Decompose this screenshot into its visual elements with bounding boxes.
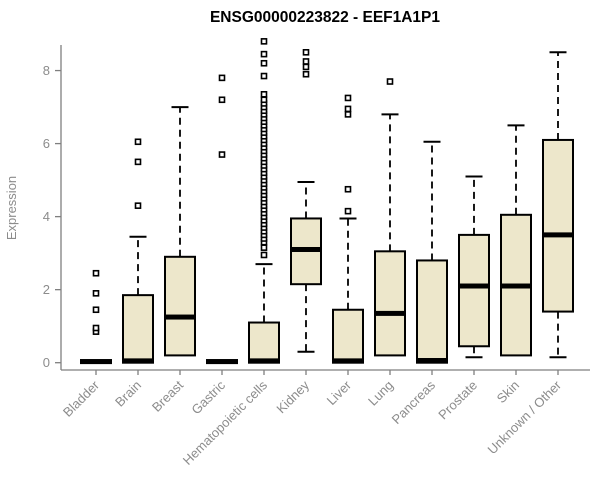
median-line bbox=[458, 283, 490, 289]
x-category-label: Breast bbox=[149, 377, 186, 414]
median-line bbox=[500, 283, 532, 289]
outlier-point bbox=[302, 70, 310, 78]
iqr-box bbox=[416, 259, 448, 364]
iqr-box bbox=[458, 233, 490, 348]
outlier-point bbox=[218, 151, 226, 158]
x-category-label: Kidney bbox=[273, 377, 312, 416]
box-gastric bbox=[206, 74, 238, 365]
median-line bbox=[416, 358, 448, 364]
box-pancreas bbox=[416, 140, 448, 364]
box-skin bbox=[500, 124, 532, 357]
outlier-point bbox=[344, 185, 352, 193]
outlier-point bbox=[344, 94, 352, 102]
x-category-label: Prostate bbox=[435, 378, 480, 423]
iqr-box bbox=[248, 321, 280, 364]
median-line bbox=[374, 310, 406, 316]
outlier-point bbox=[134, 158, 142, 166]
y-tick-label: 8 bbox=[43, 63, 50, 78]
outlier-point bbox=[260, 251, 268, 259]
median-line bbox=[206, 359, 238, 365]
y-tick-label: 6 bbox=[43, 136, 50, 151]
chart-title: ENSG00000223822 - EEF1A1P1 bbox=[210, 9, 440, 26]
box-kidney bbox=[290, 49, 322, 353]
outlier-point bbox=[218, 74, 226, 82]
median-line bbox=[164, 314, 196, 320]
y-tick-label: 2 bbox=[43, 282, 50, 297]
box-brain bbox=[122, 138, 154, 364]
iqr-box bbox=[164, 255, 196, 357]
box-liver bbox=[332, 94, 364, 364]
outlier-point bbox=[260, 50, 268, 58]
x-category-label: Gastric bbox=[188, 377, 228, 417]
median-line bbox=[248, 358, 280, 364]
median-line bbox=[80, 359, 112, 365]
outlier-point bbox=[134, 202, 142, 209]
outlier-point bbox=[92, 290, 100, 297]
x-category-label: Bladder bbox=[60, 377, 103, 420]
median-line bbox=[332, 358, 364, 364]
box-prostate bbox=[458, 175, 490, 359]
outlier-point bbox=[134, 138, 142, 146]
outlier-point bbox=[218, 96, 226, 104]
y-axis-label: Expression bbox=[4, 176, 19, 240]
y-tick-label: 0 bbox=[43, 355, 50, 370]
outlier-point bbox=[260, 96, 268, 104]
outlier-point bbox=[260, 72, 268, 80]
x-category-label: Skin bbox=[494, 378, 522, 406]
outlier-point bbox=[302, 49, 310, 56]
box-unknown-other bbox=[542, 51, 574, 359]
iqr-box bbox=[374, 250, 406, 357]
median-line bbox=[542, 232, 574, 238]
outlier-point bbox=[344, 105, 352, 113]
outlier-point bbox=[302, 63, 310, 71]
outlier-point bbox=[260, 244, 268, 251]
outlier-point bbox=[260, 59, 268, 67]
x-category-label: Lung bbox=[365, 378, 396, 409]
x-category-label: Unknown / Other bbox=[485, 377, 565, 457]
x-category-label: Brain bbox=[112, 378, 144, 410]
box-breast bbox=[164, 106, 196, 357]
outlier-point bbox=[344, 207, 352, 215]
iqr-box bbox=[332, 308, 364, 364]
y-tick-label: 4 bbox=[43, 209, 50, 224]
median-line bbox=[290, 246, 322, 252]
median-line bbox=[122, 358, 154, 364]
box-bladder bbox=[80, 269, 112, 365]
outlier-point bbox=[260, 90, 268, 98]
outlier-point bbox=[260, 38, 268, 45]
outlier-point bbox=[92, 324, 100, 332]
iqr-box bbox=[122, 294, 154, 364]
outlier-point bbox=[92, 269, 100, 277]
outlier-point bbox=[302, 58, 310, 65]
box-lung bbox=[374, 78, 406, 357]
iqr-box bbox=[542, 138, 574, 313]
x-category-label: Liver bbox=[324, 377, 355, 408]
x-category-label: Pancreas bbox=[389, 377, 439, 427]
box-hematopoietic-cells bbox=[248, 38, 280, 364]
outlier-point bbox=[344, 111, 352, 118]
outlier-point bbox=[386, 78, 394, 85]
outlier-point bbox=[92, 306, 100, 314]
